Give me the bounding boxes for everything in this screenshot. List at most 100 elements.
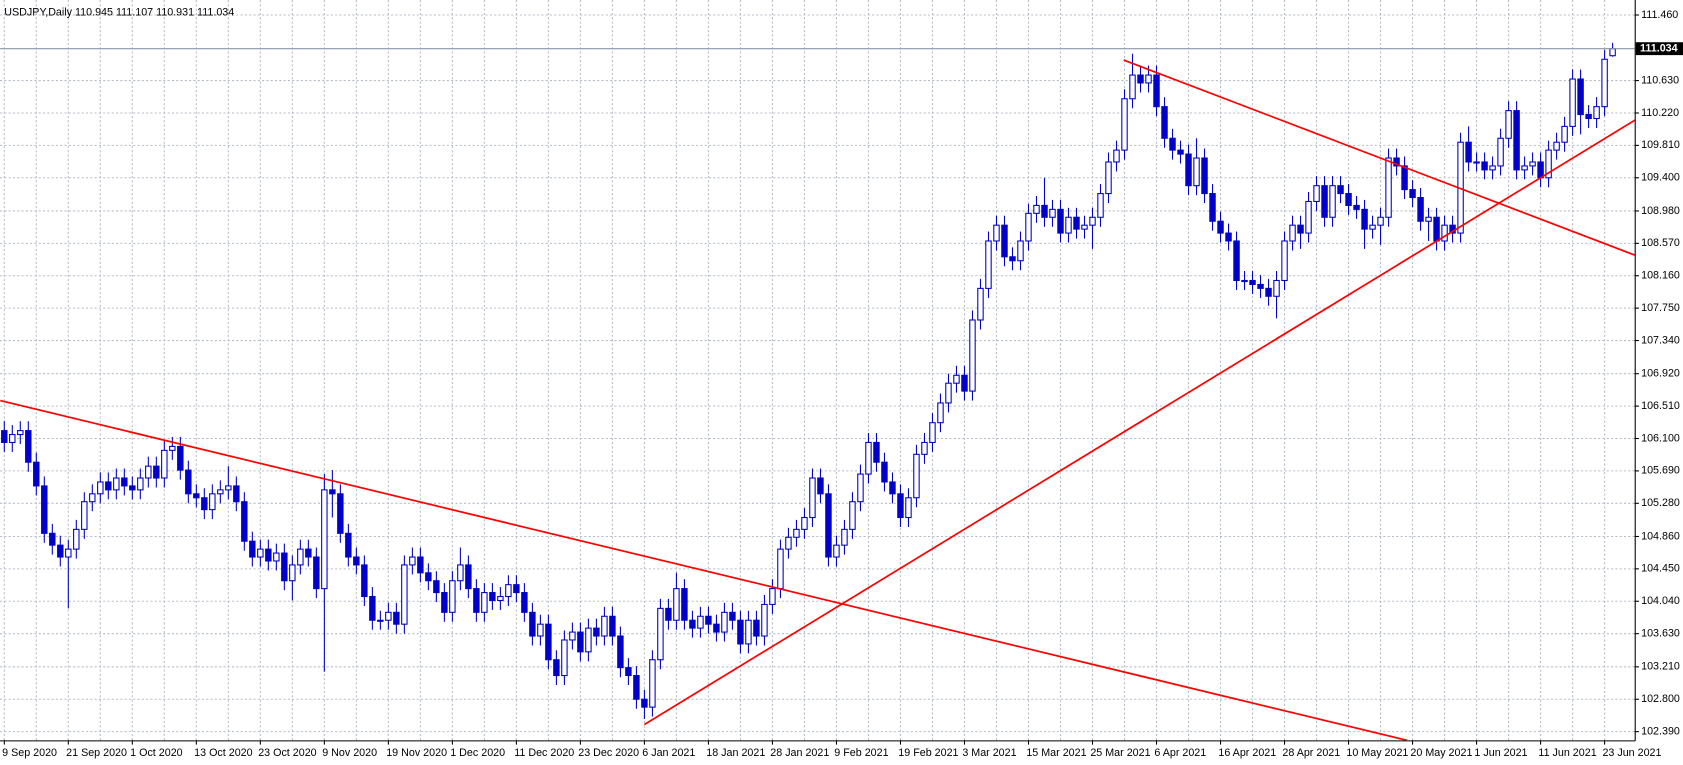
trendline: [1123, 59, 1635, 256]
candle-body: [817, 477, 824, 495]
candle-body: [1353, 204, 1360, 210]
candle-body: [945, 382, 952, 404]
candle-body: [457, 564, 464, 582]
candle-body: [441, 592, 448, 613]
candle-body: [1289, 224, 1296, 242]
candle-body: [225, 485, 232, 491]
candle-body: [497, 595, 504, 602]
candle-body: [993, 224, 1000, 242]
candle-body: [17, 430, 24, 436]
y-tick-label: 103.210: [1641, 661, 1680, 673]
candle-body: [345, 532, 352, 558]
candle-body: [449, 580, 456, 613]
candle-body: [617, 635, 624, 669]
candle-body: [33, 461, 40, 487]
candle-body: [1329, 185, 1336, 218]
candle-body: [521, 592, 528, 613]
x-tick-label: 6 Apr 2021: [1154, 747, 1206, 759]
candle-body: [697, 615, 704, 629]
candle-body: [1345, 193, 1352, 206]
candle-body: [289, 564, 296, 582]
candle-body: [1417, 196, 1424, 222]
candle-body: [665, 607, 672, 621]
x-tick-label: 25 Mar 2021: [1090, 747, 1150, 759]
y-tick-label: 103.630: [1641, 627, 1680, 639]
candle-body: [1281, 240, 1288, 282]
candle-body: [1145, 74, 1152, 84]
candle-body: [465, 564, 472, 590]
candle-body: [1097, 193, 1104, 218]
candle-body: [329, 489, 336, 495]
candle-body: [1489, 165, 1496, 171]
candle-body: [1273, 279, 1280, 297]
candle-body: [1137, 74, 1144, 84]
candle-body: [657, 607, 664, 661]
candle-body: [489, 592, 496, 602]
candle-body: [1089, 216, 1096, 226]
candle-body: [769, 588, 776, 605]
candle-body: [1065, 216, 1072, 234]
candle-body: [809, 477, 816, 519]
x-tick-label: 11 Dec 2020: [514, 747, 574, 759]
candle-body: [161, 449, 168, 479]
candle-body: [1041, 204, 1048, 218]
y-tick-label: 104.860: [1641, 530, 1680, 542]
candle-body: [609, 615, 616, 637]
candle-body: [1321, 185, 1328, 218]
candle-body: [585, 627, 592, 653]
candle-body: [233, 485, 240, 503]
y-tick-label: 105.280: [1641, 497, 1680, 509]
candle-body: [209, 493, 216, 511]
candle-body: [185, 469, 192, 495]
candle-body: [1265, 287, 1272, 297]
x-tick-label: 1 Dec 2020: [450, 747, 505, 759]
candle-body: [889, 481, 896, 495]
x-tick-label: 3 Mar 2021: [962, 747, 1016, 759]
trendline: [0, 399, 1408, 741]
candle-body: [1393, 157, 1400, 167]
candle-body: [1401, 165, 1408, 191]
candle-body: [545, 623, 552, 661]
candle-body: [801, 516, 808, 530]
y-tick-label: 106.100: [1641, 432, 1680, 444]
candle-body: [57, 544, 64, 558]
candle-body: [305, 548, 312, 558]
candle-body: [401, 564, 408, 625]
x-tick-label: 9 Feb 2021: [834, 747, 888, 759]
candle-body: [873, 441, 880, 463]
candle-body: [1481, 161, 1488, 171]
y-tick-label: 102.390: [1641, 725, 1680, 737]
candle-body: [857, 473, 864, 503]
candle-body: [1577, 78, 1584, 116]
candle-body: [1369, 224, 1376, 230]
candle-body: [937, 402, 944, 424]
candle-body: [601, 615, 608, 637]
candle-body: [1465, 141, 1472, 163]
x-tick-label: 10 May 2021: [1346, 747, 1408, 759]
candle-body: [169, 445, 176, 451]
candle-body: [1209, 193, 1216, 222]
x-tick-label: 16 Apr 2021: [1218, 747, 1276, 759]
candle-body: [273, 552, 280, 562]
candle-body: [1545, 149, 1552, 179]
candle-body: [1377, 216, 1384, 226]
candle-body: [793, 528, 800, 538]
candle-body: [257, 548, 264, 558]
candle-body: [1521, 165, 1528, 171]
candle-body: [1, 430, 8, 443]
y-tick-label: 109.810: [1641, 139, 1680, 151]
candle-body: [865, 441, 872, 475]
candle-body: [1433, 216, 1440, 242]
candle-body: [681, 588, 688, 621]
candle-body: [1177, 149, 1184, 155]
candle-body: [1073, 216, 1080, 230]
candle-body: [177, 445, 184, 471]
y-tick-label: 110.630: [1641, 74, 1679, 86]
x-tick-label: 23 Dec 2020: [578, 747, 639, 759]
y-tick-label: 110.220: [1641, 107, 1679, 119]
candle-body: [1257, 283, 1264, 289]
candle-body: [1225, 232, 1232, 242]
grid: [0, 0, 1635, 741]
